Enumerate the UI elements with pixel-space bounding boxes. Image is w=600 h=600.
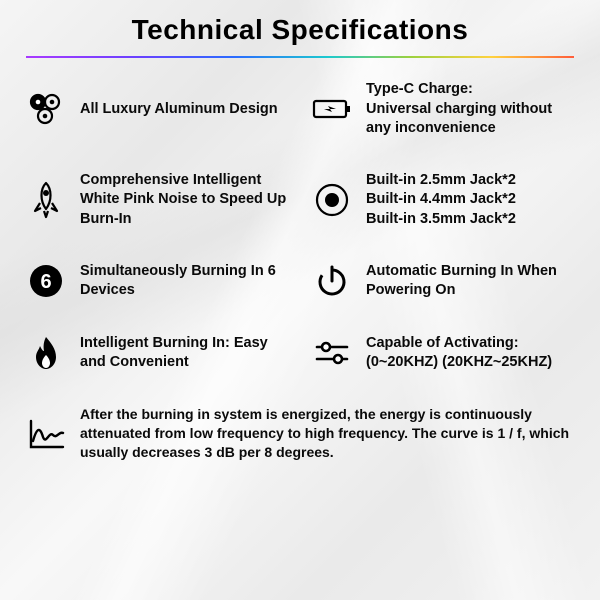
spec-text: Intelligent Burning In: Easy and Conveni… — [80, 334, 288, 373]
six-badge-icon: 6 — [26, 261, 66, 301]
typec-desc: Universal charging without any inconveni… — [366, 101, 552, 137]
spec-noise: Comprehensive Intelligent White Pink Noi… — [26, 171, 288, 230]
spec-text: After the burning in system is energized… — [80, 405, 574, 462]
gradient-rule — [26, 56, 574, 58]
jack-line: Built-in 3.5mm Jack*2 — [366, 211, 516, 227]
typec-label: Type-C Charge: — [366, 81, 473, 97]
spec-text: Built-in 2.5mm Jack*2 Built-in 4.4mm Jac… — [366, 171, 516, 230]
power-icon — [312, 261, 352, 301]
page-title: Technical Specifications — [26, 14, 574, 46]
spec-curve: After the burning in system is energized… — [26, 405, 574, 462]
jack-line: Built-in 2.5mm Jack*2 — [366, 172, 516, 188]
activate-values: (0~20KHZ) (20KHZ~25KHZ) — [366, 354, 552, 370]
curve-icon — [26, 414, 66, 454]
spec-six-devices: 6 Simultaneously Burning In 6 Devices — [26, 261, 288, 301]
spec-jacks: Built-in 2.5mm Jack*2 Built-in 4.4mm Jac… — [312, 171, 574, 230]
spec-text: Comprehensive Intelligent White Pink Noi… — [80, 171, 288, 230]
spec-intelligent: Intelligent Burning In: Easy and Conveni… — [26, 333, 288, 373]
battery-charge-icon — [312, 89, 352, 129]
jack-circle-icon — [312, 180, 352, 220]
spec-text: Simultaneously Burning In 6 Devices — [80, 262, 288, 301]
spec-aluminum: All Luxury Aluminum Design — [26, 80, 288, 139]
spec-typec: Type-C Charge: Universal charging withou… — [312, 80, 574, 139]
sliders-icon — [312, 333, 352, 373]
spec-text: All Luxury Aluminum Design — [80, 100, 278, 120]
spec-auto-power: Automatic Burning In When Powering On — [312, 261, 574, 301]
spec-grid: All Luxury Aluminum Design Type-C Charge… — [26, 80, 574, 462]
activate-label: Capable of Activating: — [366, 335, 519, 351]
spec-activate: Capable of Activating: (0~20KHZ) (20KHZ~… — [312, 333, 574, 373]
spec-text: Capable of Activating: (0~20KHZ) (20KHZ~… — [366, 334, 552, 373]
rocket-icon — [26, 180, 66, 220]
flame-icon — [26, 333, 66, 373]
spec-text: Automatic Burning In When Powering On — [366, 262, 574, 301]
cylinder-icon — [26, 89, 66, 129]
jack-line: Built-in 4.4mm Jack*2 — [366, 191, 516, 207]
six-digit: 6 — [40, 271, 51, 293]
spec-text: Type-C Charge: Universal charging withou… — [366, 80, 574, 139]
